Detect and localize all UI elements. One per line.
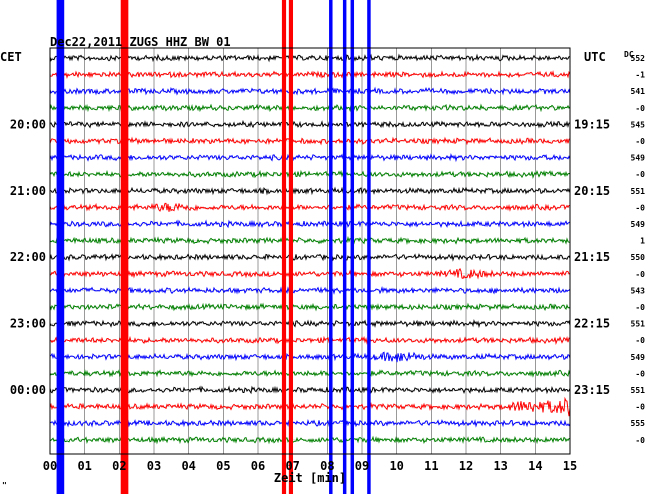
left-time-label: 00:00 [10,383,46,397]
dc-title: DC [624,50,634,59]
dc-value: 550 [631,253,646,262]
left-time-labels: 20:00 21:00 22:00 23:00 00:00 [10,117,46,397]
left-axis-title: CET [0,50,22,64]
left-time-label: 23:00 [10,317,46,331]
burst-band [288,0,294,494]
dc-value: -0 [635,303,645,312]
seismic-trace [49,235,571,245]
dc-value-labels: 552 -1 541 -0 545 -0 549 -0 551 -0 549 1 550 -0 543 -0 5… [631,54,646,445]
x-tick-label: 15 [563,459,577,473]
dc-value: 551 [631,386,646,395]
right-time-label: 20:15 [574,184,610,198]
burst-band [350,0,355,494]
x-tick-label: 03 [147,459,161,473]
dc-value: -0 [635,336,645,345]
dc-value: -0 [635,436,645,445]
burst-band [342,0,347,494]
dc-value: 549 [631,154,646,163]
x-tick-label: 02 [112,459,126,473]
seismic-trace [49,418,571,428]
plot-frame [49,47,571,455]
right-axis-title: UTC [584,50,606,64]
dc-value: -0 [635,170,645,179]
x-tick-labels: 00 01 02 03 04 05 06 07 08 09 10 11 12 13 14 15 [43,459,577,473]
dc-value: 543 [631,286,646,295]
dc-value: 552 [631,54,646,63]
right-time-label: 19:15 [574,117,610,131]
x-tick-label: 05 [216,459,230,473]
burst-band [120,0,129,494]
dc-value: -0 [635,403,645,412]
x-tick-label: 10 [389,459,403,473]
burst-band [329,0,333,494]
right-time-label: 22:15 [574,317,610,331]
x-tick-label: 07 [285,459,299,473]
trace-group [49,53,571,445]
burst-band [56,0,65,494]
dc-value: -0 [635,203,645,212]
burst-band [281,0,287,494]
seismic-trace [49,385,571,395]
seismic-trace [49,252,571,262]
seismic-trace [49,103,571,113]
dc-value: -1 [635,71,645,80]
dc-value: 545 [631,120,646,129]
left-time-label: 20:00 [10,117,46,131]
dc-value: 551 [631,187,646,196]
seismic-trace [49,70,571,79]
dc-value: 549 [631,353,646,362]
seismic-trace [49,302,571,312]
seismic-trace [49,335,571,346]
seismic-trace [49,53,571,63]
seismic-trace [49,368,571,378]
footer-mark: " [2,481,7,490]
x-tick-label: 06 [251,459,265,473]
seismic-trace [49,435,571,445]
seismic-trace [49,153,571,163]
left-time-label: 22:00 [10,250,46,264]
seismic-trace [49,86,571,96]
seismic-trace [49,169,570,180]
seismic-trace [49,267,571,280]
x-tick-label: 09 [355,459,369,473]
seismic-trace [49,351,571,363]
x-axis-label: Zeit [min] [274,471,346,485]
x-tick-label: 14 [528,459,542,473]
seismic-trace [49,202,571,212]
seismic-trace [49,219,571,229]
seismic-trace [49,396,571,417]
dc-value: -0 [635,137,645,146]
seismic-trace [49,119,571,129]
right-time-label: 23:15 [574,383,610,397]
seismic-trace [49,286,571,295]
vertical-bursts [56,0,371,494]
dc-value: -0 [635,104,645,113]
x-tick-label: 12 [459,459,473,473]
x-tick-label: 04 [181,459,195,473]
seismic-trace [49,319,571,329]
right-time-label: 21:15 [574,250,610,264]
dc-value: 541 [631,87,646,96]
right-time-labels: 19:15 20:15 21:15 22:15 23:15 [574,117,610,397]
dc-value: 555 [631,419,646,428]
dc-value: 549 [631,220,646,229]
x-tick-label: 11 [424,459,438,473]
seismic-trace [49,136,571,146]
dc-value: 551 [631,320,646,329]
burst-band [367,0,371,494]
x-tick-label: 00 [43,459,57,473]
x-tick-label: 08 [320,459,334,473]
x-tick-label: 13 [493,459,507,473]
seismic-trace [49,186,571,196]
left-time-label: 21:00 [10,184,46,198]
x-tick-label: 01 [77,459,91,473]
chart-title: Dec22,2011 ZUGS HHZ BW 01 [50,35,231,49]
dc-value: -0 [635,369,645,378]
dc-value: 1 [640,237,645,246]
dc-value: -0 [635,270,645,279]
